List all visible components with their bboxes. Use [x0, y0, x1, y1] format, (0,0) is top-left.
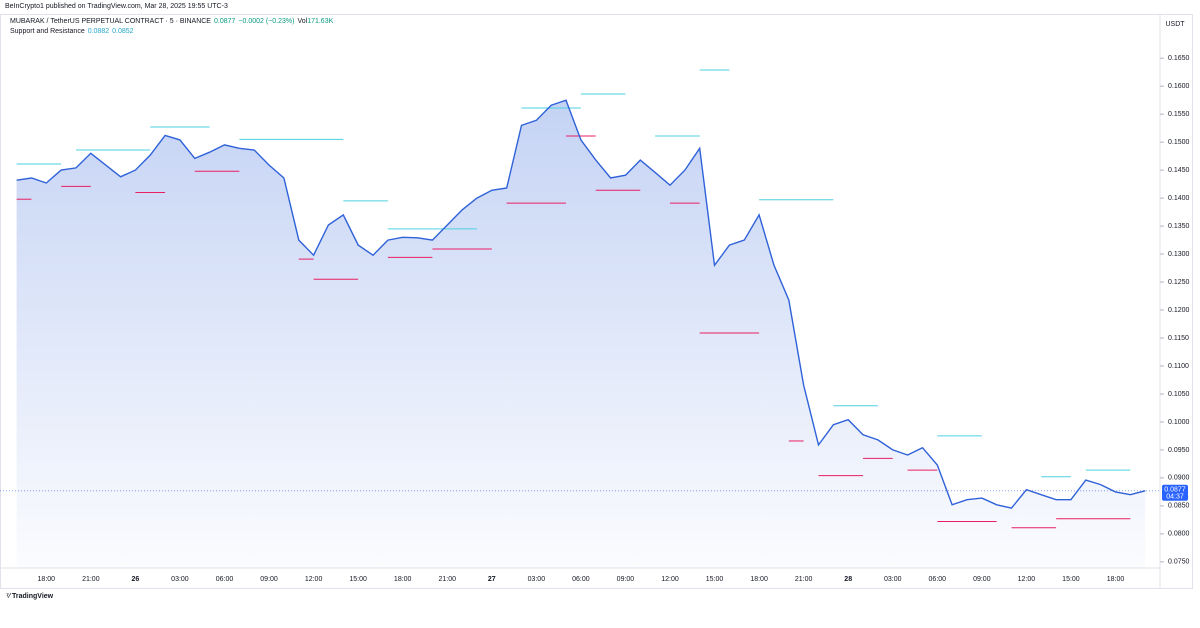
x-tick-label: 12:00 — [1018, 576, 1036, 583]
x-tick-label: 06:00 — [216, 576, 234, 583]
x-tick-label: 28 — [844, 576, 852, 583]
y-tick-label: 0.0950 — [1168, 447, 1190, 454]
brand: ⁷⁄ TradingView — [6, 593, 54, 600]
brand-name: TradingView — [12, 593, 54, 600]
x-tick-label: 15:00 — [349, 576, 367, 583]
y-tick-label: 0.1150 — [1168, 335, 1189, 342]
area-fill — [16, 100, 1146, 568]
y-tick-label: 0.1600 — [1168, 83, 1190, 90]
y-tick-label: 0.1350 — [1168, 223, 1190, 230]
y-tick-label: 0.1500 — [1168, 139, 1190, 146]
last-price-label: 0.0877 — [1164, 487, 1186, 494]
y-tick-label: 0.1400 — [1168, 195, 1190, 202]
x-tick-label: 06:00 — [929, 576, 947, 583]
indicator-value: 0.0852 — [112, 28, 134, 35]
frame — [0, 14, 1193, 589]
indicator-value: 0.0882 — [87, 28, 110, 35]
y-tick-label: 0.1650 — [1168, 55, 1190, 62]
y-tick-label: 0.1050 — [1168, 391, 1190, 398]
indicator: Support and Resistance 0.0882 0.0852 — [10, 28, 137, 35]
x-tick-label: 15:00 — [1062, 576, 1080, 583]
x-tick-label: 03:00 — [528, 576, 546, 583]
vol: 171.63K — [307, 18, 334, 25]
x-tick-label: 09:00 — [617, 576, 635, 583]
y-tick-label: 0.1250 — [1168, 279, 1190, 286]
price-line — [16, 99, 1146, 509]
x-tick-label: 03:00 — [171, 576, 189, 583]
y-tick-label: 0.0800 — [1168, 531, 1190, 538]
vol-label: Vol — [297, 18, 308, 25]
y-tick-label: 0.1200 — [1168, 307, 1190, 314]
y-tick-label: 0.1100 — [1168, 363, 1189, 370]
x-tick-label: 06:00 — [572, 576, 590, 583]
x-tick-label: 03:00 — [884, 576, 902, 583]
symbol: MUBARAK / TetherUS PERPETUAL CONTRACT · … — [10, 18, 211, 25]
y-tick-label: 0.0850 — [1168, 503, 1190, 510]
x-tick-label: 15:00 — [706, 576, 724, 583]
x-tick-label: 09:00 — [260, 576, 278, 583]
y-tick-label: 0.0900 — [1168, 475, 1190, 482]
y-tick-label: 0.0750 — [1168, 559, 1190, 566]
x-tick-label: 27 — [488, 576, 496, 583]
x-tick-label: 18:00 — [394, 576, 412, 583]
x-tick-label: 09:00 — [973, 576, 991, 583]
x-tick-label: 21:00 — [795, 576, 813, 583]
x-tick-label: 26 — [132, 576, 140, 583]
last-price-box — [1162, 484, 1188, 501]
x-tick-label: 18:00 — [38, 576, 56, 583]
x-tick-label: 12:00 — [661, 576, 679, 583]
x-tick-label: 18:00 — [750, 576, 768, 583]
countdown: 04:37 — [1166, 494, 1184, 501]
x-tick-label: 21:00 — [438, 576, 456, 583]
y-tick-label: 0.1450 — [1168, 167, 1190, 174]
last-price: 0.0877 — [213, 18, 236, 25]
change: −0.0002 (−0.23%) — [238, 18, 295, 25]
currency: USDT — [1165, 21, 1185, 28]
legend: MUBARAK / TetherUS PERPETUAL CONTRACT · … — [10, 18, 336, 25]
indicator-name: Support and Resistance — [10, 28, 85, 35]
x-tick-label: 12:00 — [305, 576, 323, 583]
y-tick-label: 0.1000 — [1168, 419, 1190, 426]
x-tick-label: 18:00 — [1107, 576, 1125, 583]
published: BeInCrypto1 published on TradingView.com… — [5, 3, 228, 10]
x-tick-label: 21:00 — [82, 576, 100, 583]
y-tick-label: 0.1550 — [1168, 111, 1190, 118]
y-tick-label: 0.1300 — [1168, 251, 1190, 258]
